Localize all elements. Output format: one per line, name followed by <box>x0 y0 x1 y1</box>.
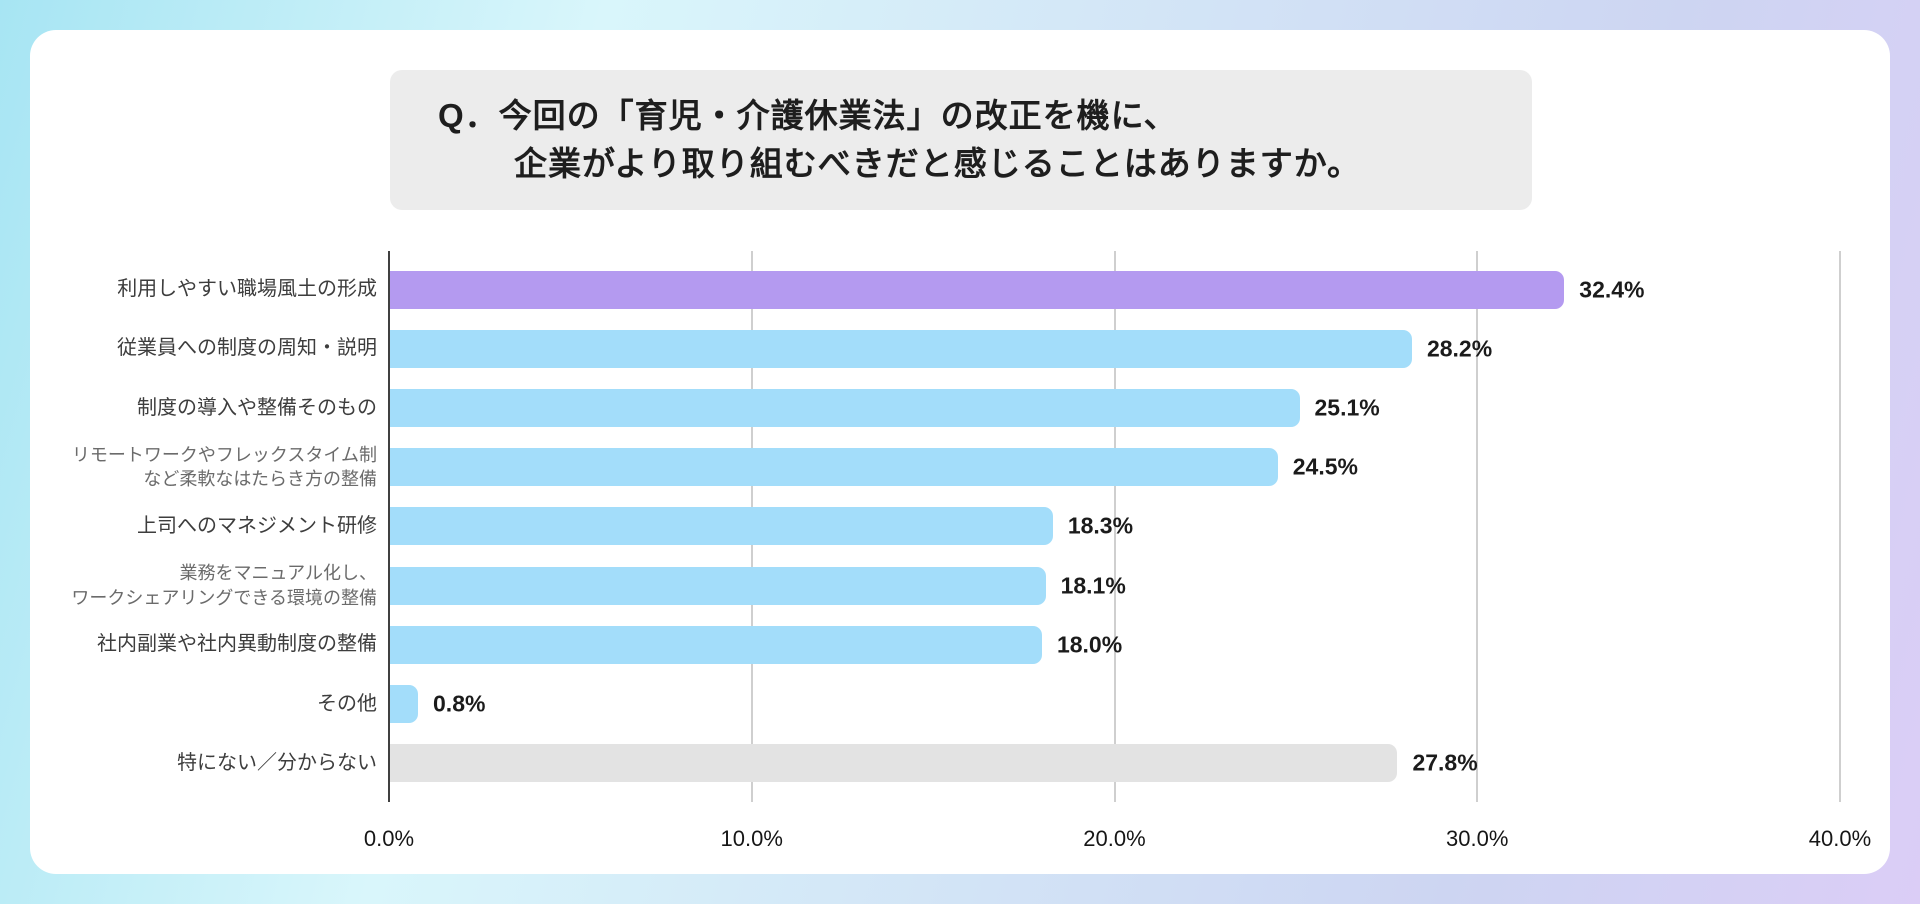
value-label: 0.8% <box>433 690 486 717</box>
value-label: 18.3% <box>1067 512 1134 539</box>
category-label: 利用しやすい職場風土の形成 <box>117 278 377 301</box>
chart-bar-row: 25.1% <box>389 378 1840 437</box>
question-title-line2: 企業がより取り組むべきだと感じることはありますか。 <box>514 144 1362 182</box>
category-label: 従業員への制度の周知・説明 <box>117 337 377 360</box>
category-label: 制度の導入や整備そのもの <box>137 396 377 419</box>
chart-bar-row: 24.5% <box>389 438 1840 497</box>
question-title-box: Q．今回の「育児・介護休業法」の改正を機に、 企業がより取り組むべきだと感じるこ… <box>390 70 1532 210</box>
x-tick-label: 0.0% <box>363 826 415 851</box>
chart-bar-row: 27.8% <box>389 734 1840 793</box>
bar <box>389 625 1042 664</box>
category-label-column: 利用しやすい職場風土の形成 従業員への制度の周知・説明制度の導入や整備そのものリモ… <box>30 260 377 793</box>
value-label: 32.4% <box>1579 276 1645 303</box>
category-label: 業務をマニュアル化し、 ワークシェアリングできる環境の整備 <box>71 563 377 608</box>
x-axis: 0.0% 10.0% 20.0% 30.0% 40.0% <box>364 814 1871 864</box>
bar <box>389 329 1412 368</box>
bar <box>389 389 1300 428</box>
value-label: 24.5% <box>1292 453 1358 480</box>
value-label: 18.1% <box>1060 572 1126 599</box>
chart-bar-row: 18.3% <box>389 497 1840 556</box>
x-tick-label: 30.0% <box>1446 826 1509 851</box>
category-label: 社内副業や社内異動制度の整備 <box>97 633 377 656</box>
chart-bar-row: 32.4% <box>389 260 1840 319</box>
chart-bar-row: 18.0% <box>389 615 1840 674</box>
bar <box>389 685 419 724</box>
category-label: リモートワークやフレックスタイム制 など柔軟なはたらき方の整備 <box>71 444 377 490</box>
category-label: 上司へのマネジメント研修 <box>137 514 377 537</box>
gridline <box>1476 251 1479 802</box>
x-tick-label: 10.0% <box>720 826 783 851</box>
x-tick-label: 20.0% <box>1083 826 1146 851</box>
chart-bar-row: 18.1% <box>389 556 1840 615</box>
bar <box>389 566 1046 605</box>
category-label: 特にない／分からない <box>177 751 377 774</box>
value-label: 27.8% <box>1412 749 1478 776</box>
bar-rows: 32.4% 28.2% 25.1% 24.5% 18.3% 18.1% 18.0% 0.8% 2… <box>389 260 1840 793</box>
bar <box>389 270 1565 309</box>
category-label: その他 <box>317 692 377 715</box>
plot-area: 32.4% 28.2% 25.1% 24.5% 18.3% 18.1% 18.0% 0.8% 2… <box>388 251 1841 802</box>
question-title-line1: Q．今回の「育児・介護休業法」の改正を機に、 <box>438 97 1178 134</box>
y-axis-line <box>388 251 390 802</box>
bar <box>389 448 1278 487</box>
bar <box>389 744 1398 783</box>
chart-card: Q．今回の「育児・介護休業法」の改正を機に、 企業がより取り組むべきだと感じるこ… <box>30 30 1890 874</box>
value-label: 25.1% <box>1314 394 1380 421</box>
x-tick-label: 40.0% <box>1808 826 1872 851</box>
bar <box>389 507 1053 546</box>
value-label: 18.0% <box>1056 631 1123 658</box>
chart-bar-row: 28.2% <box>389 319 1840 378</box>
gridline <box>1113 251 1116 802</box>
value-label: 28.2% <box>1426 335 1493 362</box>
chart-bar-row: 0.8% <box>389 675 1840 734</box>
gridline <box>1839 251 1841 802</box>
